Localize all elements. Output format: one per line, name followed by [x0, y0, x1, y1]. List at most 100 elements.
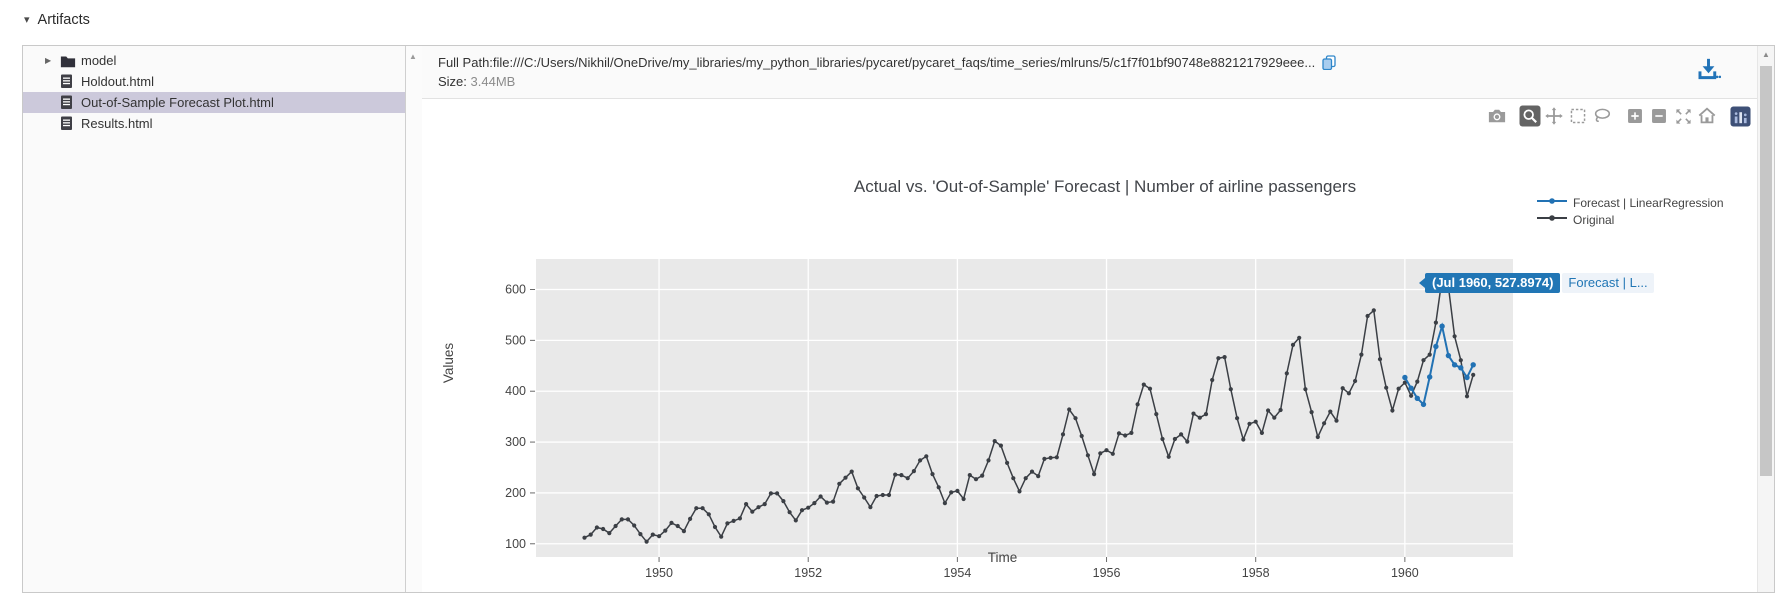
- series-original-point[interactable]: [918, 458, 923, 463]
- series-original-point[interactable]: [1247, 421, 1252, 426]
- series-original-point[interactable]: [806, 505, 811, 510]
- series-original-point[interactable]: [712, 524, 718, 530]
- series-original-point[interactable]: [961, 496, 966, 502]
- series-original-point[interactable]: [607, 531, 612, 536]
- series-original-point[interactable]: [998, 443, 1004, 448]
- series-original-point[interactable]: [1458, 358, 1463, 363]
- series-original-point[interactable]: [657, 534, 662, 539]
- series-original-point[interactable]: [849, 469, 854, 474]
- series-original-point[interactable]: [1042, 456, 1047, 461]
- series-original-point[interactable]: [1353, 378, 1358, 384]
- series-original-point[interactable]: [1253, 419, 1258, 424]
- series-original-point[interactable]: [1085, 453, 1090, 458]
- content-scrollbar[interactable]: ▲: [1757, 46, 1774, 592]
- series-original-point[interactable]: [1129, 430, 1134, 435]
- series-original-point[interactable]: [905, 476, 910, 481]
- pan-icon[interactable]: [1543, 105, 1565, 127]
- series-forecast-point[interactable]: [1402, 374, 1408, 381]
- series-original-point[interactable]: [588, 532, 593, 537]
- series-original-point[interactable]: [930, 472, 935, 477]
- series-original-point[interactable]: [632, 523, 637, 528]
- series-original-point[interactable]: [1309, 410, 1314, 415]
- series-original-point[interactable]: [1390, 408, 1395, 413]
- series-original-point[interactable]: [1092, 472, 1097, 477]
- series-original-point[interactable]: [1384, 385, 1389, 390]
- series-original-point[interactable]: [980, 473, 985, 478]
- tree-item-holdout-html[interactable]: Holdout.html: [23, 71, 405, 92]
- autoscale-icon[interactable]: [1672, 105, 1694, 127]
- series-original-point[interactable]: [936, 485, 941, 490]
- series-original-point[interactable]: [1421, 358, 1426, 363]
- series-original-point[interactable]: [1222, 355, 1227, 360]
- series-original-point[interactable]: [1402, 380, 1407, 385]
- series-original-point[interactable]: [886, 492, 892, 498]
- download-icon[interactable]: [1696, 56, 1722, 86]
- series-original-point[interactable]: [973, 477, 979, 482]
- plotly-logo-icon[interactable]: [1729, 105, 1751, 127]
- series-original-point[interactable]: [1228, 387, 1233, 392]
- series-original-point[interactable]: [669, 520, 674, 525]
- series-original-point[interactable]: [1334, 418, 1339, 423]
- series-forecast-point[interactable]: [1439, 323, 1445, 329]
- forecast-chart-svg[interactable]: 1950 1952 1954 1956 1958 1960 100 200 300 400 500 6…: [407, 101, 1759, 587]
- series-original-point[interactable]: [1011, 476, 1016, 481]
- series-original-point[interactable]: [1272, 415, 1277, 420]
- series-original-point[interactable]: [619, 517, 624, 522]
- scrollbar-thumb[interactable]: [1760, 66, 1772, 476]
- series-original-point[interactable]: [1259, 430, 1264, 435]
- series-original-point[interactable]: [601, 526, 606, 532]
- series-original-point[interactable]: [1371, 308, 1376, 313]
- series-original-point[interactable]: [1141, 382, 1146, 387]
- series-original-point[interactable]: [744, 502, 749, 507]
- series-original-point[interactable]: [737, 516, 742, 521]
- series-forecast-point[interactable]: [1408, 385, 1414, 391]
- series-original-point[interactable]: [862, 495, 867, 500]
- series-original-point[interactable]: [644, 539, 649, 544]
- series-original-point[interactable]: [1172, 436, 1177, 442]
- series-original-point[interactable]: [787, 510, 792, 515]
- series-original-point[interactable]: [1290, 342, 1296, 347]
- series-original-point[interactable]: [986, 458, 991, 463]
- series-original-point[interactable]: [725, 521, 730, 526]
- series-original-point[interactable]: [1433, 320, 1438, 325]
- series-original-point[interactable]: [681, 529, 686, 534]
- caret-right-icon[interactable]: ▶: [45, 56, 52, 65]
- plot-area[interactable]: [536, 259, 1513, 557]
- series-forecast-point[interactable]: [1458, 365, 1464, 371]
- series-original-point[interactable]: [750, 509, 755, 514]
- series-original-point[interactable]: [843, 475, 848, 480]
- series-original-point[interactable]: [1210, 377, 1215, 383]
- series-original-point[interactable]: [949, 490, 954, 495]
- zoom-icon[interactable]: [1519, 105, 1541, 127]
- series-original-point[interactable]: [1160, 436, 1165, 442]
- series-original-point[interactable]: [855, 486, 860, 491]
- lasso-select-icon[interactable]: [1591, 105, 1613, 127]
- series-original-point[interactable]: [1005, 460, 1010, 465]
- series-original-point[interactable]: [1303, 387, 1308, 392]
- copy-icon[interactable]: [1321, 54, 1337, 70]
- series-original-point[interactable]: [837, 481, 842, 486]
- artifacts-section-header[interactable]: ▾ Artifacts: [24, 12, 90, 28]
- series-original-point[interactable]: [955, 488, 960, 493]
- series-forecast-point[interactable]: [1414, 395, 1420, 401]
- series-original-point[interactable]: [874, 493, 879, 499]
- series-original-point[interactable]: [625, 517, 631, 522]
- series-original-point[interactable]: [1104, 448, 1109, 453]
- series-forecast-point[interactable]: [1451, 362, 1458, 368]
- series-original-point[interactable]: [1054, 455, 1059, 460]
- series-original-point[interactable]: [1464, 394, 1470, 399]
- series-original-point[interactable]: [1359, 352, 1364, 357]
- series-original-point[interactable]: [768, 491, 773, 496]
- series-original-point[interactable]: [1203, 412, 1209, 417]
- series-original-point[interactable]: [1123, 433, 1128, 438]
- series-original-point[interactable]: [1017, 489, 1022, 494]
- series-original-point[interactable]: [706, 512, 711, 517]
- series-original-point[interactable]: [675, 523, 680, 529]
- series-original-point[interactable]: [1147, 386, 1153, 391]
- series-original-point[interactable]: [1471, 372, 1476, 377]
- series-original-point[interactable]: [1098, 451, 1103, 456]
- series-original-point[interactable]: [731, 518, 736, 523]
- legend-item-original[interactable]: Original: [1537, 211, 1724, 228]
- series-original-point[interactable]: [967, 473, 972, 478]
- series-original-point[interactable]: [1266, 408, 1271, 413]
